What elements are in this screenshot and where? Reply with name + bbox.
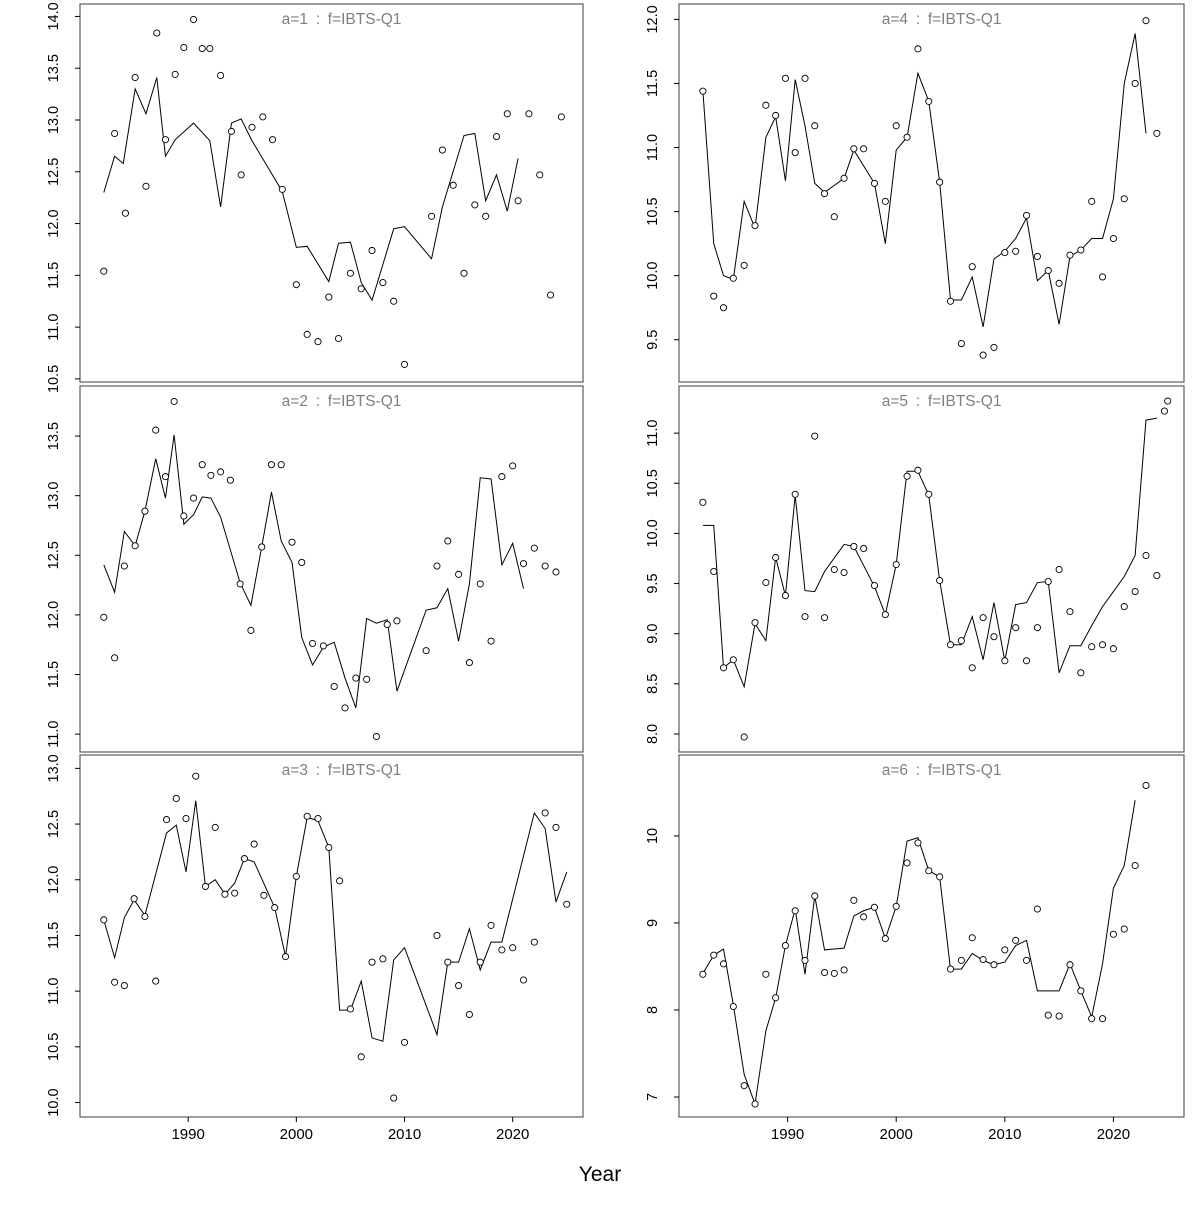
- svg-text:12.0: 12.0: [46, 601, 62, 629]
- svg-text:9: 9: [645, 919, 661, 927]
- svg-text:10.0: 10.0: [645, 519, 661, 547]
- svg-text:12.0: 12.0: [46, 866, 62, 894]
- svg-text:10.5: 10.5: [46, 1033, 62, 1061]
- svg-text:a=1 : f=IBTS-Q1: a=1 : f=IBTS-Q1: [282, 11, 402, 28]
- svg-text:12.0: 12.0: [46, 209, 62, 237]
- svg-text:10.5: 10.5: [645, 469, 661, 497]
- svg-text:a=5 : f=IBTS-Q1: a=5 : f=IBTS-Q1: [882, 393, 1002, 410]
- svg-text:13.5: 13.5: [46, 54, 62, 82]
- svg-text:13.5: 13.5: [46, 422, 62, 450]
- svg-text:2010: 2010: [388, 1126, 421, 1143]
- svg-text:a=6 : f=IBTS-Q1: a=6 : f=IBTS-Q1: [882, 762, 1002, 779]
- svg-text:2000: 2000: [880, 1126, 913, 1143]
- svg-text:11.5: 11.5: [645, 70, 661, 97]
- svg-text:1990: 1990: [171, 1126, 204, 1143]
- svg-text:10: 10: [645, 828, 661, 844]
- svg-text:11.5: 11.5: [46, 922, 62, 949]
- svg-text:11.0: 11.0: [645, 134, 661, 161]
- svg-text:12.5: 12.5: [46, 158, 62, 186]
- svg-text:9.0: 9.0: [645, 624, 661, 644]
- svg-text:10.0: 10.0: [645, 262, 661, 290]
- svg-text:10.0: 10.0: [46, 1088, 62, 1116]
- svg-text:2010: 2010: [988, 1126, 1021, 1143]
- svg-text:13.0: 13.0: [46, 106, 62, 134]
- svg-text:11.0: 11.0: [46, 314, 62, 341]
- svg-text:12.5: 12.5: [46, 810, 62, 838]
- svg-text:13.0: 13.0: [46, 754, 62, 782]
- svg-text:7: 7: [645, 1093, 661, 1101]
- svg-text:a=3 : f=IBTS-Q1: a=3 : f=IBTS-Q1: [282, 762, 402, 779]
- svg-text:Year: Year: [579, 1163, 621, 1186]
- svg-text:12.5: 12.5: [46, 541, 62, 569]
- svg-text:9.5: 9.5: [645, 330, 661, 350]
- svg-text:2020: 2020: [496, 1126, 529, 1143]
- svg-text:11.0: 11.0: [645, 420, 661, 447]
- svg-text:2000: 2000: [280, 1126, 313, 1143]
- svg-text:8: 8: [645, 1006, 661, 1014]
- svg-text:14.0: 14.0: [46, 2, 62, 30]
- svg-text:11.0: 11.0: [46, 721, 62, 748]
- svg-text:13.0: 13.0: [46, 482, 62, 510]
- svg-text:8.5: 8.5: [645, 674, 661, 694]
- svg-text:a=2 : f=IBTS-Q1: a=2 : f=IBTS-Q1: [282, 393, 402, 410]
- svg-text:a=4 : f=IBTS-Q1: a=4 : f=IBTS-Q1: [882, 11, 1002, 28]
- svg-text:2020: 2020: [1097, 1126, 1130, 1143]
- svg-text:9.5: 9.5: [645, 573, 661, 593]
- svg-text:10.5: 10.5: [645, 197, 661, 225]
- svg-text:12.0: 12.0: [645, 5, 661, 33]
- svg-text:8.0: 8.0: [645, 724, 661, 744]
- svg-text:10.5: 10.5: [46, 365, 62, 393]
- svg-text:11.0: 11.0: [46, 978, 62, 1005]
- svg-text:11.5: 11.5: [46, 262, 62, 289]
- svg-text:11.5: 11.5: [46, 661, 62, 688]
- svg-text:1990: 1990: [771, 1126, 804, 1143]
